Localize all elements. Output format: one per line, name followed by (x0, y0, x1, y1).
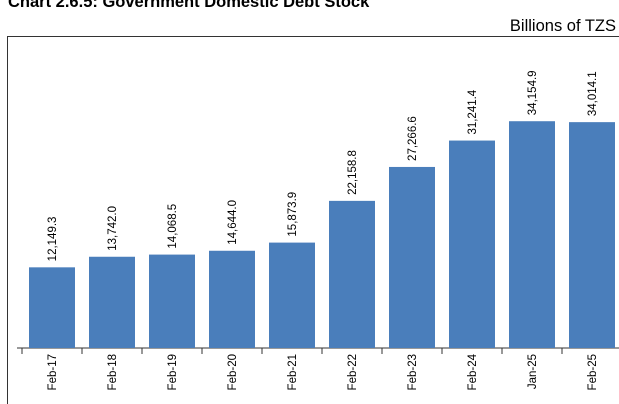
x-tick-label: Feb-19 (167, 354, 179, 390)
x-tick-label: Jan-25 (527, 354, 539, 389)
x-tick-label: Feb-18 (107, 354, 119, 390)
x-tick-label: Feb-23 (407, 354, 419, 390)
data-label: 34,154.9 (527, 70, 539, 115)
data-label: 34,014.1 (587, 71, 599, 116)
x-tick-label: Feb-25 (587, 354, 599, 390)
data-label: 12,149.3 (47, 217, 59, 262)
data-label: 14,068.5 (167, 204, 179, 249)
bar-feb-20 (209, 250, 255, 348)
data-label: 15,873.9 (287, 192, 299, 237)
bar-feb-18 (89, 256, 135, 348)
data-label: 14,644.0 (227, 200, 239, 245)
bar-feb-17 (29, 267, 75, 348)
bar-feb-19 (149, 254, 195, 348)
data-label: 13,742.0 (107, 206, 119, 251)
data-label: 31,241.4 (467, 89, 479, 134)
x-tick-label: Feb-20 (227, 354, 239, 390)
x-tick-label: Feb-21 (287, 354, 299, 390)
x-tick-label: Feb-17 (47, 354, 59, 390)
bar-feb-23 (389, 166, 435, 348)
units-label: Billions of TZS (509, 17, 616, 35)
bar-feb-25 (569, 122, 615, 348)
x-tick-label: Feb-22 (347, 354, 359, 390)
plot-frame (7, 36, 619, 404)
data-label: 22,158.8 (347, 150, 359, 195)
data-label: 27,266.6 (407, 116, 419, 161)
chart-title: Chart 2.6.5: Government Domestic Debt St… (8, 0, 370, 11)
x-tick-label: Feb-24 (467, 353, 479, 390)
bar-feb-22 (329, 200, 375, 348)
bar-jan-25 (509, 121, 555, 349)
bar-feb-21 (269, 242, 315, 348)
bar-feb-24 (449, 140, 495, 348)
